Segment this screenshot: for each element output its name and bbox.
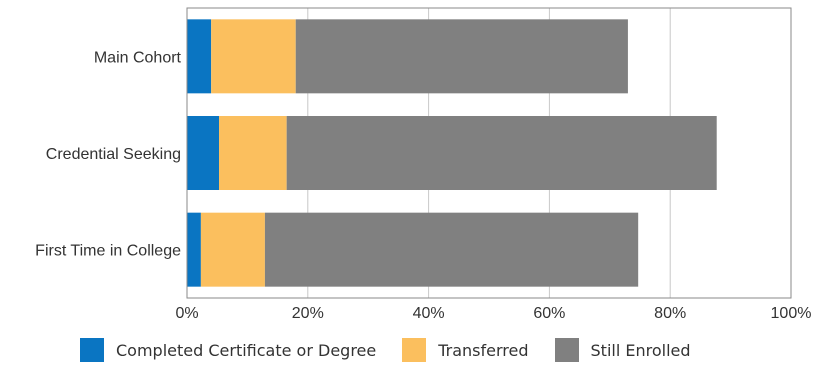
- bar-segment: [264, 212, 639, 287]
- x-tick-label: 0%: [175, 305, 198, 322]
- legend-swatch-transferred: [402, 338, 427, 362]
- legend-label-transferred: Transferred: [438, 340, 529, 360]
- legend-item-completed: Completed Certificate or Degree: [80, 338, 376, 362]
- x-tick-label: 80%: [654, 305, 686, 322]
- bar-segment: [211, 19, 296, 94]
- legend-label-still-enrolled: Still Enrolled: [590, 340, 691, 360]
- bar-segment: [286, 116, 717, 190]
- x-tick-label: 60%: [533, 305, 565, 322]
- category-label: Credential Seeking: [46, 146, 181, 163]
- legend-swatch-completed: [80, 338, 104, 362]
- category-label: First Time in College: [35, 243, 181, 260]
- x-tick-label: 40%: [413, 305, 445, 322]
- legend-swatch-still-enrolled: [554, 338, 579, 362]
- x-tick-label: 100%: [771, 305, 812, 322]
- bar-segment: [295, 19, 628, 94]
- legend-label-completed: Completed Certificate or Degree: [116, 340, 377, 360]
- legend-item-still-enrolled: Still Enrolled: [554, 338, 691, 362]
- category-labels: Main Cohort Credential Seeking First Time …: [35, 49, 181, 259]
- bar-segment: [187, 116, 220, 190]
- bars: [187, 19, 717, 287]
- bar-segment: [187, 19, 212, 94]
- bar-segment: [187, 212, 201, 287]
- plot-frame: [186, 7, 792, 299]
- bar-segment: [219, 116, 287, 190]
- x-tick-labels: 0% 20% 40% 60% 80% 100%: [175, 305, 811, 322]
- legend: Completed Certificate or Degree Transfer…: [80, 338, 717, 362]
- x-tick-label: 20%: [292, 305, 324, 322]
- bar-segment: [200, 212, 265, 287]
- legend-item-transferred: Transferred: [402, 338, 529, 362]
- category-label: Main Cohort: [94, 49, 182, 66]
